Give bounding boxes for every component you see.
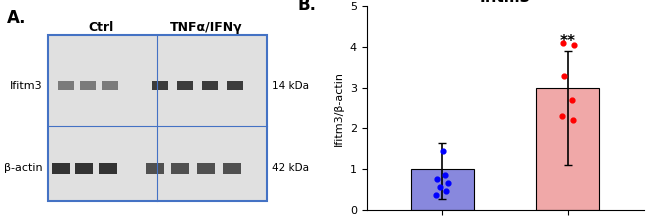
Bar — [411, 169, 474, 210]
Bar — [80, 81, 96, 91]
Point — [434, 186, 445, 189]
Bar — [170, 162, 188, 174]
Text: Ctrl: Ctrl — [88, 21, 113, 34]
Bar — [48, 35, 267, 201]
Bar — [99, 162, 116, 174]
Point — [568, 118, 578, 122]
Text: **: ** — [560, 34, 576, 49]
Point — [439, 173, 450, 177]
Bar — [58, 81, 74, 91]
Point — [441, 189, 451, 193]
Bar — [75, 162, 93, 174]
Text: A.: A. — [6, 8, 26, 27]
Title: Ifitm3: Ifitm3 — [480, 0, 530, 5]
Point — [438, 149, 448, 152]
Bar — [202, 81, 218, 91]
Bar — [102, 81, 118, 91]
Bar — [152, 81, 168, 91]
Point — [443, 181, 454, 185]
Bar — [223, 162, 241, 174]
Text: TNFα/IFNγ: TNFα/IFNγ — [170, 21, 242, 34]
Bar — [146, 162, 164, 174]
Bar — [197, 162, 215, 174]
Text: 14 kDa: 14 kDa — [272, 81, 309, 91]
Bar — [177, 81, 193, 91]
Point — [559, 74, 569, 77]
Text: Ifitm3: Ifitm3 — [10, 81, 42, 91]
Point — [432, 177, 442, 181]
Point — [567, 98, 577, 102]
Point — [569, 43, 579, 47]
Text: B.: B. — [297, 0, 317, 14]
Bar — [51, 162, 70, 174]
Y-axis label: Ifitm3/β-actin: Ifitm3/β-actin — [334, 70, 344, 146]
Point — [558, 41, 568, 45]
Text: 42 kDa: 42 kDa — [272, 163, 309, 173]
Bar — [48, 35, 267, 201]
Point — [556, 114, 567, 118]
Text: β-actin: β-actin — [4, 163, 42, 173]
Point — [430, 194, 441, 197]
Bar — [536, 88, 599, 210]
Bar — [227, 81, 243, 91]
